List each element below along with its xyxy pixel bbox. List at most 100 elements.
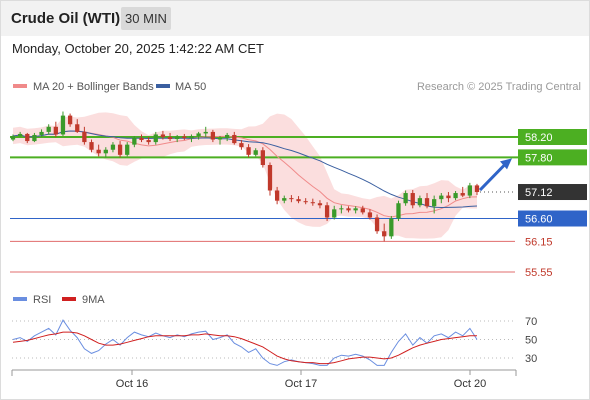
candle-body [75,124,80,132]
candle-body [175,136,180,140]
resistance-label-58.20: 58.20 [525,132,553,144]
candle-body [374,217,380,232]
forecast-arrow-shaft [478,162,508,192]
candle-body [403,193,408,204]
candle-body [346,208,351,211]
candle-body [239,143,244,148]
candle-body [210,131,216,140]
candle-body [132,138,137,145]
candle-body [324,205,330,218]
rsi-legend-swatch [13,297,27,301]
candle-body [289,198,294,200]
candle-body [89,142,94,150]
forecast-arrow-head [500,158,512,170]
candle-body [282,198,287,201]
candle-body [167,137,173,140]
candle-body [153,134,158,143]
credit-text: Research © 2025 Trading Central [417,81,581,93]
candle-body [32,134,37,142]
x-axis-label: Oct 17 [285,378,317,390]
candle-body [274,190,280,201]
candle-body [60,115,66,135]
candle-body [432,199,437,207]
last-price-label: 57.12 [525,187,553,199]
candle-body [317,203,323,206]
rsi-ma-line [12,331,477,365]
x-axis-label: Oct 20 [454,378,486,390]
candle-body [232,134,237,144]
rsi-ma-legend-label: 9MA [82,294,105,306]
candle-body [439,195,444,200]
candle-body [53,126,58,135]
candle-body [260,150,265,166]
timeframe-button[interactable]: 30 MIN [121,7,171,30]
candle-body [453,193,458,199]
instrument-title: Crude Oil (WTI) [11,10,121,27]
candle-body [203,131,208,134]
candle-body [217,138,223,140]
candle-body [46,126,51,132]
support-label-56.15: 56.15 [525,236,553,248]
rsi-tick-70: 70 [525,316,537,328]
candle-body [139,138,144,141]
candle-body [382,231,387,237]
candle-body [10,135,16,140]
candle-body [410,193,415,206]
candle-body [103,149,108,154]
candle-body [225,134,230,139]
pivot-label-bg [518,210,587,227]
candle-body [353,208,358,211]
candle-body [146,140,151,143]
ma50-line [12,130,478,209]
candle-body [360,208,365,213]
ma50-legend-label: MA 50 [175,81,206,93]
resistance-label-bg-57.80 [518,149,587,166]
ma20-legend-swatch [13,84,27,88]
candle-body [67,115,73,125]
candle-body [17,133,23,136]
x-axis-label: Oct 16 [116,378,148,390]
resistance-label-bg-58.20 [518,129,587,145]
rsi-legend-label: RSI [33,294,51,306]
candle-body [196,133,201,136]
candle-body [82,131,87,143]
candle-body [474,185,480,193]
candle-body [446,195,451,199]
candle-body [460,193,465,196]
candle-body [246,147,251,155]
support-label-55.55: 55.55 [525,267,553,279]
candle-body [160,134,166,137]
rsi-ma-legend-swatch [62,297,76,301]
candle-body [396,203,401,219]
candle-body [253,150,258,155]
candle-body [339,208,344,210]
candle-body [417,198,423,206]
header-bar [0,0,590,36]
last-price-label-bg [518,184,587,201]
candle-body [125,144,130,155]
rsi-line [12,319,478,366]
candle-body [310,202,315,204]
candle-body [303,201,308,203]
candle-body [25,133,30,142]
candle-body [182,136,187,139]
ma50-legend-swatch [156,84,170,88]
ma20-legend-label: MA 20 + Bollinger Bands [33,81,154,93]
candle-body [96,149,101,154]
candle-body [117,144,123,155]
candle-body [467,185,473,196]
rsi-tick-30: 30 [525,353,537,365]
candle-body [39,131,44,135]
candle-body [389,218,394,237]
candle-body [424,198,430,207]
candle-body [267,165,273,191]
candle-body [110,144,116,150]
candle-body [332,209,337,218]
resistance-label-57.80: 57.80 [525,152,553,164]
candle-body [189,135,194,139]
candle-body [296,199,301,202]
timestamp: Monday, October 20, 2025 1:42:22 AM CET [12,41,264,56]
rsi-tick-50: 50 [525,335,537,347]
candle-body [367,212,373,218]
